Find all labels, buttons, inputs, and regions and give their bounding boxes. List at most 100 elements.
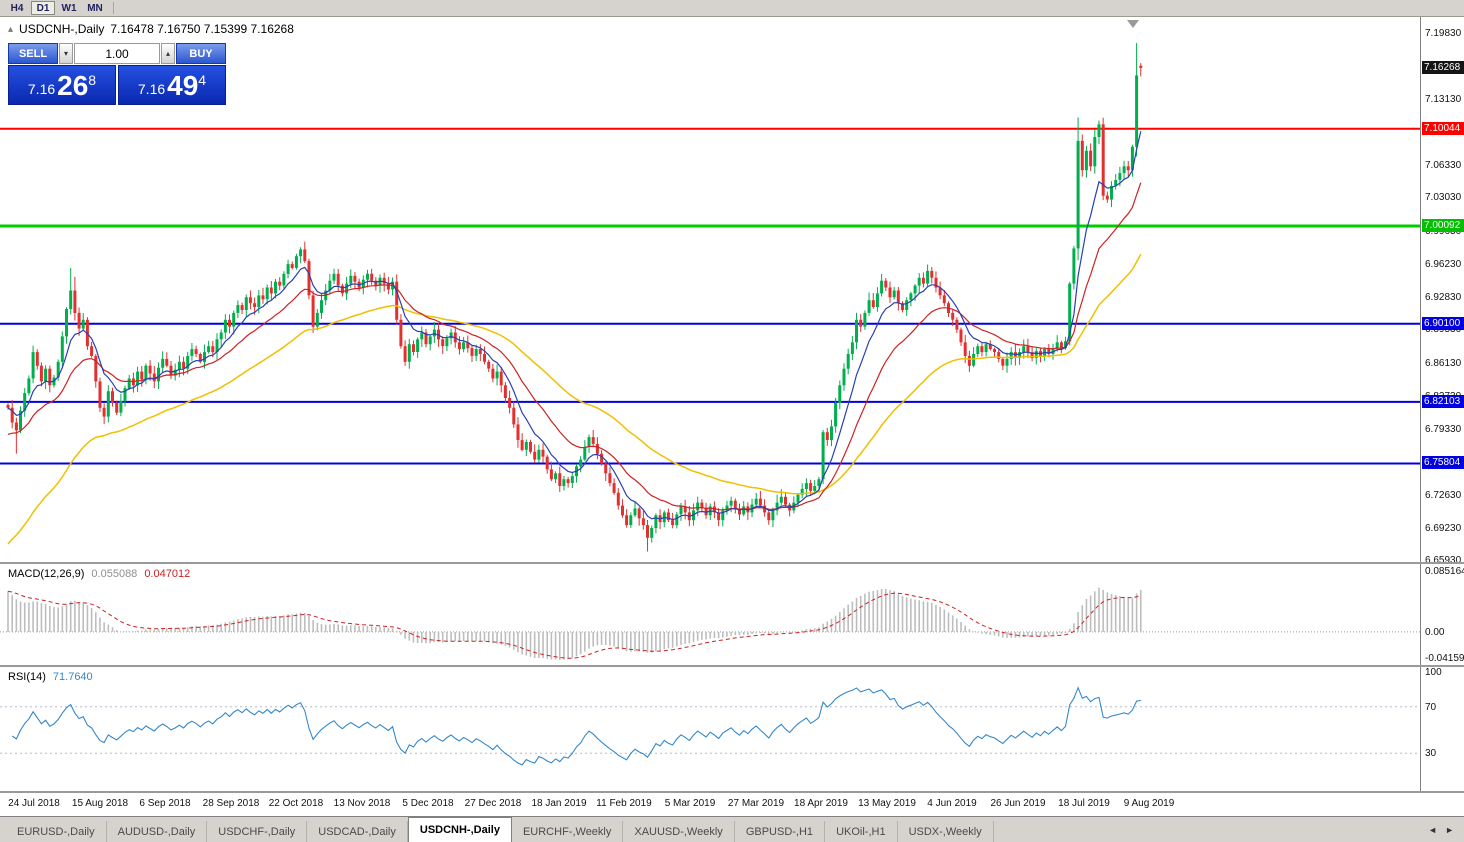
macd-scale-label: 0.085164 [1425, 566, 1464, 577]
volume-increase-button[interactable]: ▴ [161, 43, 175, 64]
rsi-indicator-label: RSI(14) 71.7640 [8, 671, 93, 683]
panel-separator[interactable] [0, 791, 1464, 793]
buy-button[interactable]: BUY [176, 43, 226, 64]
price-tick-label: 7.19830 [1425, 28, 1462, 39]
tab-scroll-left-icon[interactable]: ◄ [1428, 824, 1438, 835]
tab-usdchfdaily[interactable]: USDCHF-,Daily [207, 821, 308, 842]
macd-title: MACD(12,26,9) [8, 568, 85, 580]
panel-separator[interactable] [0, 562, 1464, 564]
date-tick-label: 18 Jan 2019 [531, 798, 587, 809]
tab-usdcnhdaily[interactable]: USDCNH-,Daily [407, 817, 512, 842]
timeframe-button-w1[interactable]: W1 [57, 1, 81, 15]
date-tick-label: 18 Apr 2019 [794, 798, 848, 809]
price-tick-label: 6.69230 [1425, 523, 1462, 534]
date-tick-label: 5 Dec 2018 [402, 798, 454, 809]
date-tick-label: 11 Feb 2019 [596, 798, 652, 809]
macd-main-value: 0.055088 [91, 568, 138, 580]
chart-ohlc-header: ▴ USDCNH-,Daily 7.16478 7.16750 7.15399 … [8, 22, 294, 36]
sell-button[interactable]: SELL [8, 43, 58, 64]
ma-fast-line [7, 131, 1142, 521]
price-badge: 7.10044 [1422, 122, 1464, 135]
timeframe-button-d1[interactable]: D1 [31, 1, 55, 15]
buy-price-point: 4 [198, 72, 207, 88]
sell-price-prefix: 7.16 [27, 81, 56, 97]
rsi-scale-label: 70 [1425, 702, 1437, 713]
price-badge: 6.82103 [1422, 395, 1464, 408]
tab-scroll-controls: ◄ ► [1418, 817, 1464, 842]
rsi-value: 71.7640 [52, 671, 93, 683]
timeframe-button-h4[interactable]: H4 [5, 1, 29, 15]
candles-group [6, 43, 1143, 552]
date-tick-label: 28 Sep 2018 [202, 798, 260, 809]
price-badge: 6.90100 [1422, 317, 1464, 330]
price-tick-label: 6.86130 [1425, 358, 1462, 369]
tab-gbpusdh1[interactable]: GBPUSD-,H1 [735, 821, 826, 842]
rsi-scale-label: 30 [1425, 748, 1437, 759]
price-tick-label: 7.13130 [1425, 94, 1462, 105]
price-tick-label: 6.72630 [1425, 490, 1462, 501]
tab-scroll-right-icon[interactable]: ► [1445, 824, 1454, 835]
symbol-tab-bar: EURUSD-,Daily AUDUSD-,Daily USDCHF-,Daily U… [0, 816, 1464, 842]
macd-histogram [7, 587, 1142, 660]
date-tick-label: 9 Aug 2019 [1123, 798, 1175, 809]
price-tick-label: 6.96230 [1425, 259, 1462, 270]
toolbar-divider [113, 2, 114, 14]
tab-ukoilh1[interactable]: UKOil-,H1 [825, 821, 898, 842]
sell-price-box[interactable]: 7.16 26 8 [8, 65, 116, 105]
rsi-panel-canvas[interactable] [0, 667, 1420, 791]
date-tick-label: 15 Aug 2018 [71, 798, 129, 809]
ma-slow-line [7, 253, 1142, 545]
macd-indicator-label: MACD(12,26,9) 0.055088 0.047012 [8, 568, 190, 580]
price-tick-label: 6.92830 [1425, 292, 1462, 303]
date-tick-label: 6 Sep 2018 [139, 798, 191, 809]
tab-usdxweekly[interactable]: USDX-,Weekly [898, 821, 994, 842]
macd-panel-canvas[interactable] [0, 564, 1420, 665]
panel-separator[interactable] [0, 665, 1464, 667]
date-tick-label: 27 Dec 2018 [464, 798, 522, 809]
buy-price-box[interactable]: 7.16 49 4 [118, 65, 226, 105]
chart-window: ▴ USDCNH-,Daily 7.16478 7.16750 7.15399 … [0, 17, 1464, 816]
tab-eurusddaily[interactable]: EURUSD-,Daily [6, 821, 107, 842]
ma-mid-line [7, 182, 1142, 511]
date-tick-label: 13 Nov 2018 [333, 798, 391, 809]
date-tick-label: 22 Oct 2018 [268, 798, 324, 809]
rsi-scale-label: 100 [1425, 667, 1442, 678]
date-tick-label: 27 Mar 2019 [727, 798, 785, 809]
volume-input[interactable] [74, 43, 160, 64]
date-axis: 24 Jul 2018 15 Aug 2018 6 Sep 2018 28 Sep 2… [0, 793, 1420, 816]
sell-price-pips: 26 [57, 70, 89, 101]
buy-price-pips: 49 [167, 70, 199, 101]
tab-eurchfweekly[interactable]: EURCHF-,Weekly [512, 821, 624, 842]
rsi-line [11, 686, 1141, 766]
date-tick-label: 18 Jul 2019 [1058, 798, 1110, 809]
macd-signal-value: 0.047012 [144, 568, 191, 580]
timeframe-toolbar: H4 D1 W1 MN [0, 0, 1464, 17]
macd-signal-line [7, 590, 1141, 659]
price-chart-canvas[interactable] [0, 17, 1420, 562]
price-badge: 7.16268 [1422, 61, 1464, 74]
macd-scale-label: -0.041597 [1425, 653, 1464, 664]
date-tick-label: 4 Jun 2019 [927, 798, 977, 809]
volume-decrease-button[interactable]: ▾ [59, 43, 73, 64]
price-tick-label: 6.65930 [1425, 555, 1462, 566]
date-tick-label: 24 Jul 2018 [8, 798, 60, 809]
date-tick-label: 5 Mar 2019 [664, 798, 716, 809]
price-axis: 7.198307.164307.131307.097307.063307.030… [1420, 17, 1464, 793]
chart-tabs: EURUSD-,Daily AUDUSD-,Daily USDCHF-,Daily U… [0, 817, 994, 842]
date-tick-label: 13 May 2019 [858, 798, 916, 809]
tab-xauusdweekly[interactable]: XAUUSD-,Weekly [623, 821, 735, 842]
tab-usdcaddaily[interactable]: USDCAD-,Daily [307, 821, 408, 842]
rsi-title: RSI(14) [8, 671, 46, 683]
chart-shift-marker[interactable] [1127, 20, 1139, 28]
one-click-collapse-icon[interactable]: ▴ [8, 23, 14, 35]
price-badge: 6.75804 [1422, 456, 1464, 469]
macd-scale-label: 0.00 [1425, 627, 1445, 638]
tab-audusddaily[interactable]: AUDUSD-,Daily [107, 821, 208, 842]
date-tick-label: 26 Jun 2019 [990, 798, 1046, 809]
price-tick-label: 7.06330 [1425, 160, 1462, 171]
timeframe-button-mn[interactable]: MN [83, 1, 107, 15]
price-tick-label: 7.03030 [1425, 192, 1462, 203]
chart-ohlc-values: 7.16478 7.16750 7.15399 7.16268 [110, 22, 294, 36]
chart-symbol-label: USDCNH-,Daily [19, 22, 105, 36]
